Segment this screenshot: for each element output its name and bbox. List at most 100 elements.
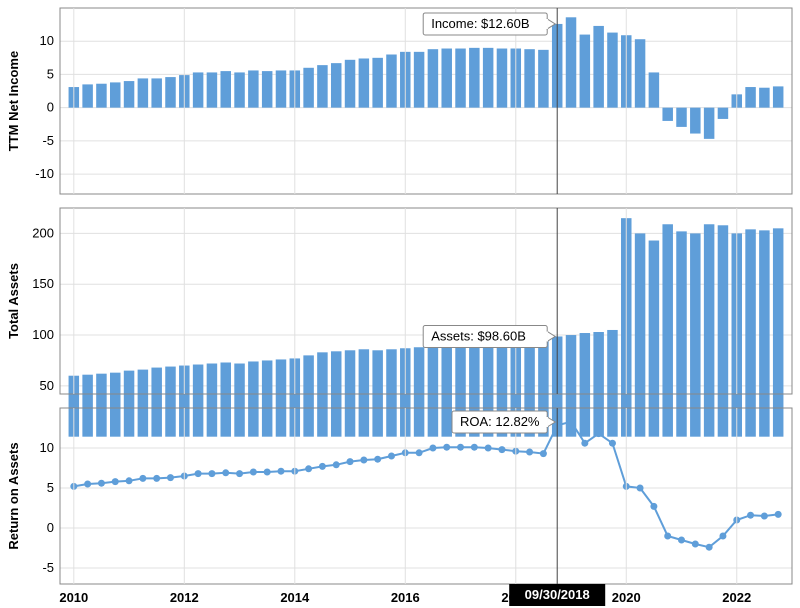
data-marker bbox=[208, 470, 215, 477]
data-marker bbox=[485, 445, 492, 452]
data-marker bbox=[305, 465, 312, 472]
bar bbox=[276, 359, 286, 436]
data-marker bbox=[319, 463, 326, 470]
bar bbox=[745, 87, 755, 108]
xtick-label: 2016 bbox=[391, 590, 420, 605]
bar bbox=[138, 370, 148, 437]
data-marker bbox=[167, 474, 174, 481]
bar bbox=[207, 364, 217, 437]
bar bbox=[469, 48, 479, 108]
y-axis-label: Total Assets bbox=[6, 263, 21, 339]
bar bbox=[220, 362, 230, 436]
bar bbox=[414, 52, 424, 108]
data-marker bbox=[443, 444, 450, 451]
bar bbox=[676, 108, 686, 127]
tooltip-text: Income: $12.60B bbox=[431, 16, 529, 31]
bar bbox=[538, 50, 548, 108]
data-marker bbox=[540, 450, 547, 457]
data-marker bbox=[139, 475, 146, 482]
bar bbox=[220, 71, 230, 108]
bar bbox=[110, 373, 120, 437]
bar bbox=[580, 35, 590, 108]
data-marker bbox=[692, 541, 699, 548]
bar bbox=[331, 63, 341, 108]
bar bbox=[151, 78, 161, 107]
bar bbox=[566, 17, 576, 107]
data-marker bbox=[719, 533, 726, 540]
bar bbox=[386, 349, 396, 436]
xtick-label: 2020 bbox=[612, 590, 641, 605]
tooltip-text: Assets: $98.60B bbox=[431, 328, 526, 343]
xtick-label: 2012 bbox=[170, 590, 199, 605]
data-marker bbox=[595, 430, 602, 437]
data-marker bbox=[637, 485, 644, 492]
bar bbox=[165, 77, 175, 108]
data-marker bbox=[126, 477, 133, 484]
bar bbox=[165, 367, 175, 437]
bar bbox=[718, 108, 728, 119]
y-axis-label: Return on Assets bbox=[6, 442, 21, 549]
panel-total-assets: 50 100 150 200 Total Assets bbox=[6, 208, 792, 437]
ytick-label: 50 bbox=[40, 378, 54, 393]
bar bbox=[96, 84, 106, 108]
data-marker bbox=[581, 440, 588, 447]
ytick-label: 0 bbox=[47, 520, 54, 535]
data-marker bbox=[388, 453, 395, 460]
data-marker bbox=[526, 449, 533, 456]
bar bbox=[82, 84, 92, 107]
bar bbox=[759, 88, 769, 108]
xtick-label: 2010 bbox=[59, 590, 88, 605]
bar bbox=[607, 33, 617, 108]
bar bbox=[607, 330, 617, 437]
ytick-label: 100 bbox=[32, 327, 54, 342]
bar bbox=[414, 347, 424, 436]
bar bbox=[262, 71, 272, 108]
ytick-label: 200 bbox=[32, 225, 54, 240]
bar bbox=[248, 70, 258, 107]
bar bbox=[441, 345, 451, 436]
bar bbox=[234, 364, 244, 437]
data-marker bbox=[333, 461, 340, 468]
bar bbox=[759, 230, 769, 436]
xtick-label: 2022 bbox=[722, 590, 751, 605]
chart-container: -10-50510TTM Net Income50100150200Total … bbox=[0, 0, 800, 608]
data-marker bbox=[664, 533, 671, 540]
ytick-label: 10 bbox=[40, 440, 54, 455]
bar bbox=[428, 346, 438, 436]
bar bbox=[359, 349, 369, 436]
bar bbox=[580, 333, 590, 437]
data-marker bbox=[650, 503, 657, 510]
data-marker bbox=[416, 449, 423, 456]
bar bbox=[773, 86, 783, 107]
data-marker bbox=[457, 444, 464, 451]
bar bbox=[428, 49, 438, 107]
bar bbox=[234, 72, 244, 107]
data-marker bbox=[264, 469, 271, 476]
xtick-label: 2014 bbox=[280, 590, 310, 605]
data-marker bbox=[609, 440, 616, 447]
bar bbox=[690, 233, 700, 436]
bar bbox=[303, 68, 313, 108]
panel-net-income: -10-50510TTM Net Income bbox=[6, 8, 792, 194]
bar bbox=[262, 360, 272, 436]
bar bbox=[124, 371, 134, 437]
tooltip-income: Income: $12.60B bbox=[423, 13, 555, 35]
bar bbox=[345, 60, 355, 108]
chart-svg: -10-50510TTM Net Income50100150200Total … bbox=[0, 0, 800, 608]
ytick-label: 150 bbox=[32, 276, 54, 291]
bar bbox=[138, 78, 148, 107]
bar bbox=[649, 241, 659, 437]
bar bbox=[151, 368, 161, 437]
bar bbox=[690, 108, 700, 134]
data-marker bbox=[277, 468, 284, 475]
data-marker bbox=[236, 470, 243, 477]
data-marker bbox=[195, 470, 202, 477]
bar bbox=[704, 224, 714, 436]
bar bbox=[82, 375, 92, 437]
bar bbox=[207, 72, 217, 107]
data-marker bbox=[112, 478, 119, 485]
data-marker bbox=[84, 481, 91, 488]
ytick-label: 0 bbox=[47, 100, 54, 115]
bar bbox=[110, 82, 120, 107]
ytick-label: -5 bbox=[42, 133, 54, 148]
